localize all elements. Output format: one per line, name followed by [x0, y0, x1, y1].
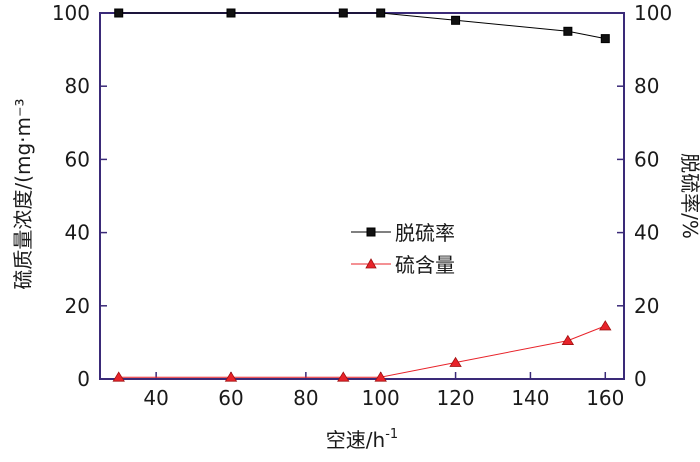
right-y-tick-label: 60 [634, 147, 659, 171]
x-tick-label: 140 [511, 386, 549, 410]
x-tick-label: 100 [362, 386, 400, 410]
x-tick-label: 80 [293, 386, 318, 410]
x-axis: 40 60 80 100 120 140 160 [143, 372, 624, 410]
data-point-triangle [561, 334, 575, 345]
left-y-axis: 0 20 40 60 80 100 [52, 1, 107, 391]
plot-frame [99, 12, 625, 380]
series-line-1 [118, 325, 606, 378]
legend-label-sulfur-content: 硫含量 [395, 253, 455, 277]
legend: 脱硫率 硫含量 [351, 221, 455, 277]
data-point-triangle [599, 320, 612, 331]
left-y-tick-label: 100 [52, 1, 90, 25]
data-point-square [226, 8, 236, 18]
legend-marker-square-icon [366, 227, 376, 237]
right-y-tick-label: 40 [634, 221, 659, 245]
left-y-tick-label: 20 [65, 294, 90, 318]
legend-marker-triangle-icon [365, 258, 377, 269]
right-y-axis-title: 脱硫率/% [678, 153, 700, 239]
data-point-square [376, 8, 386, 18]
data-point-square [338, 8, 348, 18]
legend-label-desulfurization: 脱硫率 [395, 221, 455, 245]
x-tick-label: 40 [143, 386, 168, 410]
x-axis-title: 空速/h-1 [326, 427, 398, 452]
x-tick-label: 160 [586, 386, 624, 410]
left-y-tick-label: 40 [65, 221, 90, 245]
data-point-square [600, 34, 610, 44]
left-y-tick-label: 60 [65, 147, 90, 171]
data-point-triangle [224, 371, 238, 382]
data-point-triangle [374, 371, 387, 382]
left-y-axis-title: 硫质量浓度/(mg·m⁻³ [11, 98, 35, 289]
series-line-0 [118, 12, 606, 40]
data-point-triangle [337, 371, 350, 382]
data-point-triangle [449, 356, 462, 367]
x-tick-label: 120 [436, 386, 474, 410]
left-y-tick-label: 0 [77, 367, 90, 391]
data-point-triangle [112, 371, 125, 382]
series-layer [112, 8, 612, 382]
right-y-tick-label: 0 [634, 367, 647, 391]
left-y-tick-label: 80 [65, 74, 90, 98]
right-y-tick-label: 80 [634, 74, 659, 98]
right-y-tick-label: 20 [634, 294, 659, 318]
right-y-axis: 0 20 40 60 80 100 [617, 1, 672, 391]
right-y-tick-label: 100 [634, 1, 672, 25]
data-point-square [451, 15, 461, 25]
x-tick-label: 60 [218, 386, 243, 410]
data-point-square [114, 8, 124, 18]
data-point-square [563, 26, 573, 36]
